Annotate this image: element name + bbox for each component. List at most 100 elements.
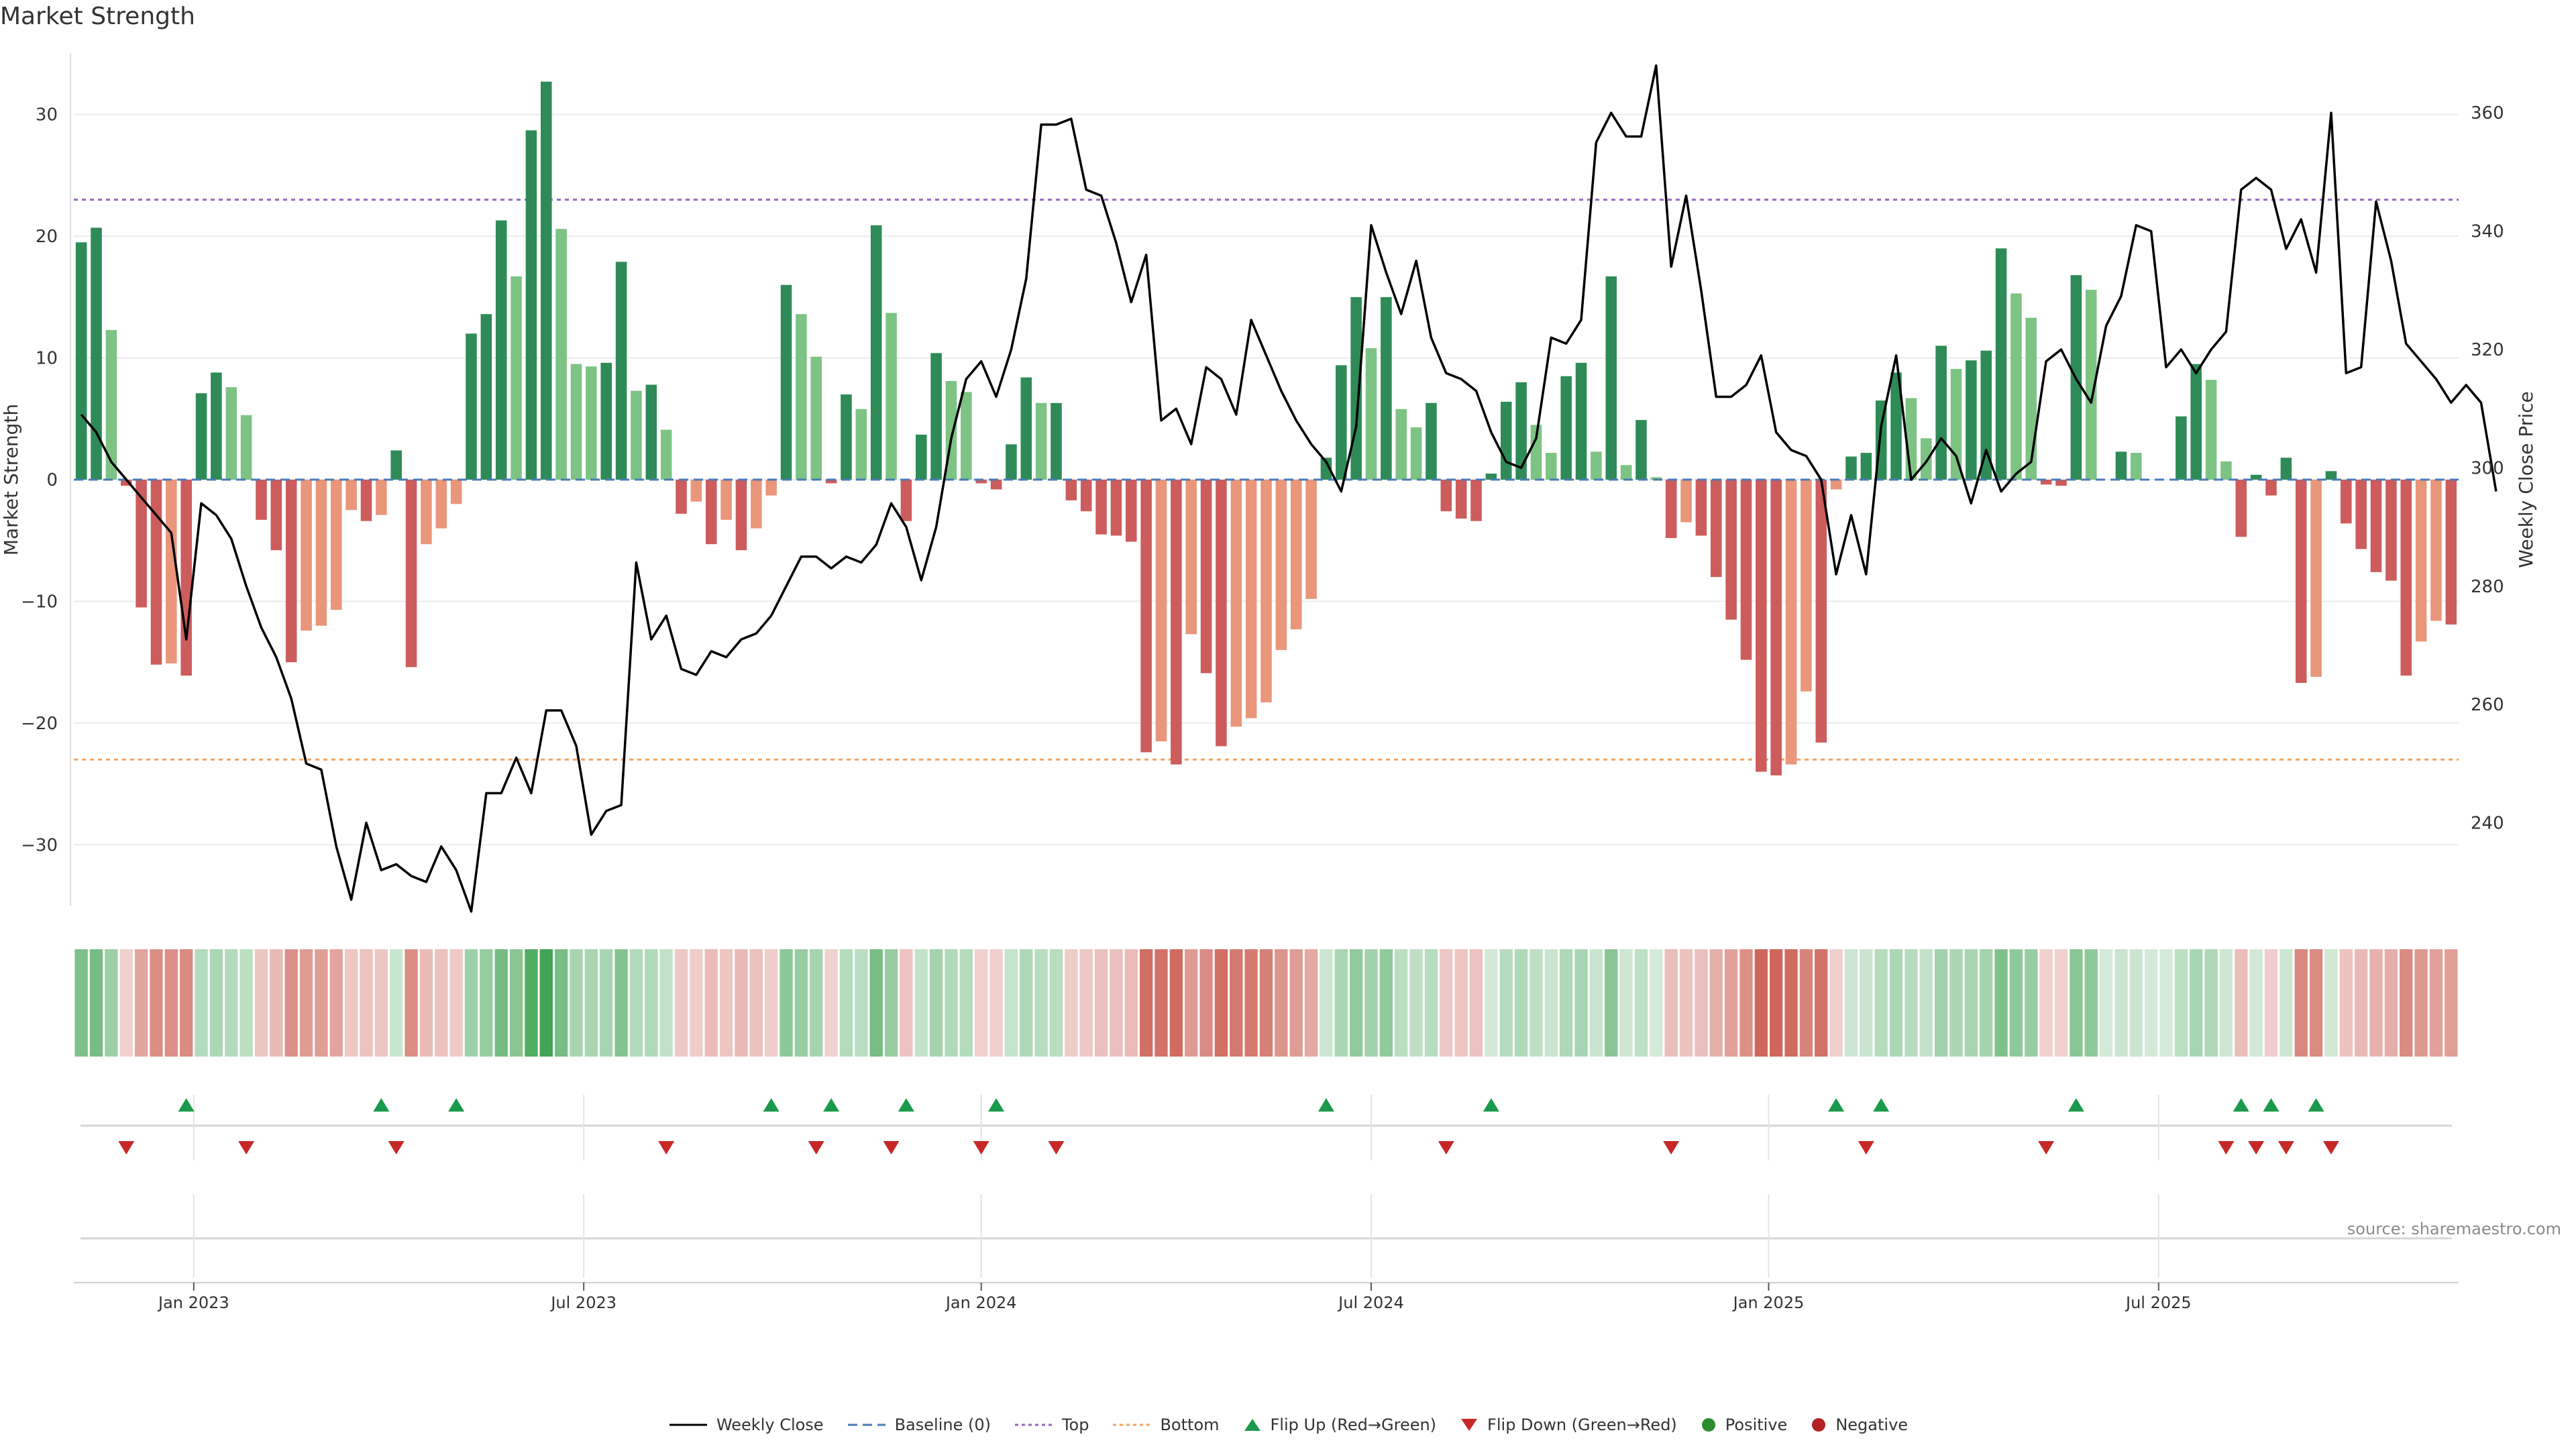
strength-bar (1950, 368, 1962, 480)
strength-bar (91, 227, 102, 480)
heat-cell (299, 949, 313, 1057)
strength-bar (331, 480, 342, 610)
heat-cell (1485, 949, 1498, 1057)
flip-up-marker (373, 1098, 390, 1112)
strength-bar (855, 409, 867, 480)
heat-cell (270, 949, 283, 1057)
heat-cell (1860, 949, 1873, 1057)
right-axis-label: Weekly Close Price (2515, 391, 2537, 568)
x-tick-label: Jan 2025 (1732, 1293, 1805, 1312)
heat-cell (914, 949, 928, 1057)
right-tick-label: 240 (2471, 814, 2504, 834)
strength-bar (511, 276, 522, 480)
strength-bar (1710, 480, 1722, 578)
heat-cell (1409, 949, 1423, 1057)
heat-cell (449, 949, 463, 1057)
strength-bar (1455, 480, 1467, 519)
heat-cell (2219, 949, 2233, 1057)
heat-cell (2025, 949, 2038, 1057)
heat-cell (2279, 949, 2293, 1057)
strength-bar (1485, 473, 1497, 480)
strength-bar (195, 393, 207, 480)
flip-up-marker (448, 1098, 465, 1112)
heat-cell (284, 949, 298, 1057)
strength-bar (180, 480, 192, 676)
heat-cell (824, 949, 838, 1057)
strength-bars (75, 81, 2457, 775)
strength-bar (1260, 480, 1272, 703)
heat-cell (645, 949, 658, 1057)
strength-bar (2205, 380, 2217, 480)
weekly-close-line (80, 64, 2498, 913)
strength-heatmap-strip (74, 949, 2458, 1057)
heat-cell (1230, 949, 1243, 1057)
heat-cell (2264, 949, 2278, 1057)
dotted-line-icon (1113, 1424, 1151, 1426)
strength-bar (2341, 480, 2352, 524)
heat-cell (1559, 949, 1573, 1057)
heat-cell (1904, 949, 1918, 1057)
strength-bar (1155, 480, 1167, 742)
strength-bar (705, 480, 717, 545)
heat-cell (539, 949, 553, 1057)
strength-bar (1695, 480, 1707, 536)
legend-negative: Negative (1810, 1415, 1908, 1434)
heat-cell (1334, 949, 1348, 1057)
heat-cell (2039, 949, 2053, 1057)
heat-cell (929, 949, 943, 1057)
legend-label: Flip Down (Green→Red) (1487, 1415, 1677, 1434)
strength-bar (270, 480, 282, 551)
strength-bar (600, 362, 612, 480)
circle-icon (1701, 1418, 1715, 1432)
strength-bar (961, 392, 972, 480)
heat-cell (869, 949, 883, 1057)
heat-cell (1634, 949, 1648, 1057)
strength-bar (1095, 480, 1107, 535)
heat-cell (195, 949, 208, 1057)
strength-bar (1785, 480, 1797, 765)
flip-down-marker (2277, 1141, 2294, 1155)
heat-cell (509, 949, 523, 1057)
heat-cell (614, 949, 628, 1057)
strength-bar (166, 480, 177, 663)
strength-bar (301, 480, 312, 631)
heat-cell (1650, 949, 1663, 1057)
strength-bar (690, 480, 702, 502)
heat-cell (1304, 949, 1318, 1057)
heat-cell (2445, 949, 2458, 1057)
strength-bar (1006, 444, 1017, 480)
heat-cell (374, 949, 388, 1057)
heat-cell (1259, 949, 1273, 1057)
strength-bar (990, 480, 1002, 490)
strength-bar (1110, 480, 1122, 536)
heat-cell (315, 949, 328, 1057)
strength-bar (315, 480, 327, 626)
strength-bar (841, 394, 852, 480)
flip-down-marker (2038, 1141, 2055, 1155)
heat-cell (209, 949, 223, 1057)
triangle-down-icon (1461, 1419, 1478, 1431)
strength-bar (1305, 480, 1317, 599)
x-tick-label: Jan 2023 (157, 1293, 229, 1312)
strength-bar (1635, 420, 1647, 480)
flip-down-marker (2322, 1141, 2339, 1155)
flip-up-marker (178, 1098, 195, 1112)
right-tick-label: 300 (2471, 458, 2504, 478)
heat-cell (1275, 949, 1288, 1057)
strength-bar (360, 480, 372, 521)
strength-bar (765, 480, 777, 496)
heat-cell (690, 949, 703, 1057)
right-tick-label: 360 (2471, 103, 2504, 123)
strength-bar (1680, 480, 1692, 523)
strength-bar (1336, 365, 1347, 480)
flip-down-marker (1663, 1141, 1680, 1155)
right-tick-label: 280 (2471, 577, 2504, 597)
right-tick-label: 260 (2471, 695, 2504, 715)
heat-cell (1679, 949, 1693, 1057)
strength-bar (1740, 480, 1752, 660)
strength-bar (150, 480, 162, 665)
strength-bar (1216, 480, 1227, 747)
heat-cell (480, 949, 493, 1057)
left-tick-label: −10 (21, 592, 58, 612)
